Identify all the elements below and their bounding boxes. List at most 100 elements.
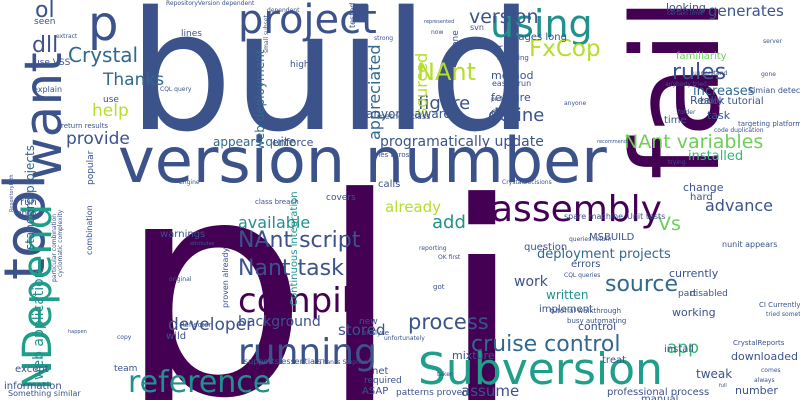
cloud-word: ASAP (362, 386, 389, 397)
cloud-word: help (92, 101, 129, 121)
cloud-word: advance (705, 196, 774, 215)
cloud-word: got (433, 283, 445, 291)
cloud-word: understand (693, 70, 728, 77)
cloud-word: gone (761, 71, 776, 78)
cloud-word: combination (85, 205, 94, 255)
cloud-word: wild (166, 331, 187, 342)
cloud-word: explain (33, 85, 63, 94)
cloud-word: one (451, 30, 461, 47)
cloud-word: certain limit (667, 10, 704, 17)
cloud-word: cyclomatic complexity (57, 209, 64, 277)
cloud-word: anyone (564, 100, 587, 107)
cloud-word: method class (377, 112, 431, 121)
cloud-word: net (372, 366, 389, 377)
cloud-word: OK first (438, 254, 461, 261)
cloud-word: Thanks Stephen (319, 359, 368, 366)
cloud-word: return results (61, 122, 109, 130)
cloud-word: Nant task (238, 256, 344, 281)
cloud-word: supports essentials (244, 357, 322, 366)
cloud-word: disabled (690, 289, 728, 299)
cloud-word: running (238, 332, 377, 373)
cloud-word: folder (678, 109, 696, 116)
cloud-word: professional process (607, 387, 710, 398)
cloud-word: install (664, 344, 694, 355)
cloud-word: book tutorial (700, 96, 764, 107)
cloud-word: warnings (160, 229, 206, 240)
cloud-word: tweak (696, 367, 733, 381)
cloud-word: Unit tests (627, 212, 666, 221)
cloud-word: pages long (512, 32, 567, 43)
cloud-word: targeting platform (738, 120, 800, 128)
cloud-word: time (664, 115, 687, 126)
cloud-word: CQL queries (564, 272, 601, 279)
cloud-word: run (20, 197, 37, 208)
cloud-word: mixture (452, 349, 495, 362)
cloud-word: Reflector (180, 321, 212, 329)
cloud-word: background (238, 314, 321, 330)
cloud-word: CrystalReports (733, 339, 785, 347)
cloud-word: reporting (419, 245, 447, 252)
cloud-word: work (514, 274, 548, 290)
cloud-word: i (440, 140, 524, 400)
cloud-word: new (359, 317, 378, 327)
cloud-word: l (318, 135, 402, 400)
cloud-word: NAnt script (238, 228, 361, 253)
cloud-word: already (385, 198, 442, 216)
cloud-word: queries return (569, 236, 612, 243)
cloud-word: task (707, 109, 731, 122)
cloud-word: cruise control (471, 332, 621, 357)
cloud-word: implement (539, 304, 593, 315)
cloud-word: app (667, 338, 699, 358)
cloud-word: required (364, 376, 402, 386)
cloud-word: method (491, 69, 534, 82)
cloud-word: project (238, 0, 377, 43)
cloud-word: attributes (190, 241, 215, 247)
cloud-word: far (489, 43, 503, 54)
cloud-word: Engine (179, 179, 200, 186)
cloud-word: except (15, 364, 49, 375)
cloud-word: number (735, 384, 778, 397)
cloud-word: use (103, 95, 119, 105)
cloud-word: deployment projects (537, 247, 671, 262)
cloud-word: process (408, 310, 489, 334)
cloud-word: small subset (263, 15, 270, 53)
cloud-word: looking (666, 1, 706, 14)
cloud-word: written (546, 288, 589, 302)
cloud-word: generates (708, 2, 784, 20)
cloud-word: covers (326, 193, 356, 203)
cloud-word: manual (641, 394, 679, 400)
cloud-word: server (763, 38, 782, 45)
cloud-word: including (497, 54, 529, 62)
cloud-word: treat (602, 355, 627, 366)
cloud-word: part (678, 289, 697, 299)
cloud-word: define (488, 105, 545, 126)
cloud-word: RepositoryPath (9, 174, 15, 212)
cloud-word: easily run (492, 79, 532, 88)
cloud-word: problem (491, 96, 516, 103)
cloud-word: assembly (491, 189, 662, 230)
cloud-word: represented (424, 19, 455, 25)
cloud-word: build (128, 0, 534, 168)
cloud-word: question (524, 242, 568, 253)
cloud-word: provide (66, 129, 130, 149)
cloud-word: popular (86, 150, 96, 185)
cloud-word: assume (461, 382, 520, 400)
cloud-word: add (432, 212, 466, 233)
cloud-word: CI Currently (759, 301, 800, 309)
cloud-word: Something similar (8, 389, 81, 398)
cloud-word: seen (34, 17, 56, 27)
cloud-word: RepositoryVersion dependent (166, 0, 255, 7)
cloud-word: tested patterns (348, 0, 357, 28)
cloud-word: version number (118, 124, 607, 197)
cloud-word: class breach (255, 198, 299, 206)
cloud-word: Continuous integration (289, 191, 300, 306)
cloud-word: figure (418, 93, 471, 114)
cloud-word: trying (668, 159, 686, 166)
cloud-word: stored (338, 321, 386, 339)
cloud-word: code duplication (714, 127, 764, 134)
cloud-word: particular combination (51, 213, 58, 282)
cloud-word: programatically update (380, 134, 544, 150)
cloud-word: always (754, 377, 775, 384)
cloud-word: proven already (221, 247, 230, 308)
